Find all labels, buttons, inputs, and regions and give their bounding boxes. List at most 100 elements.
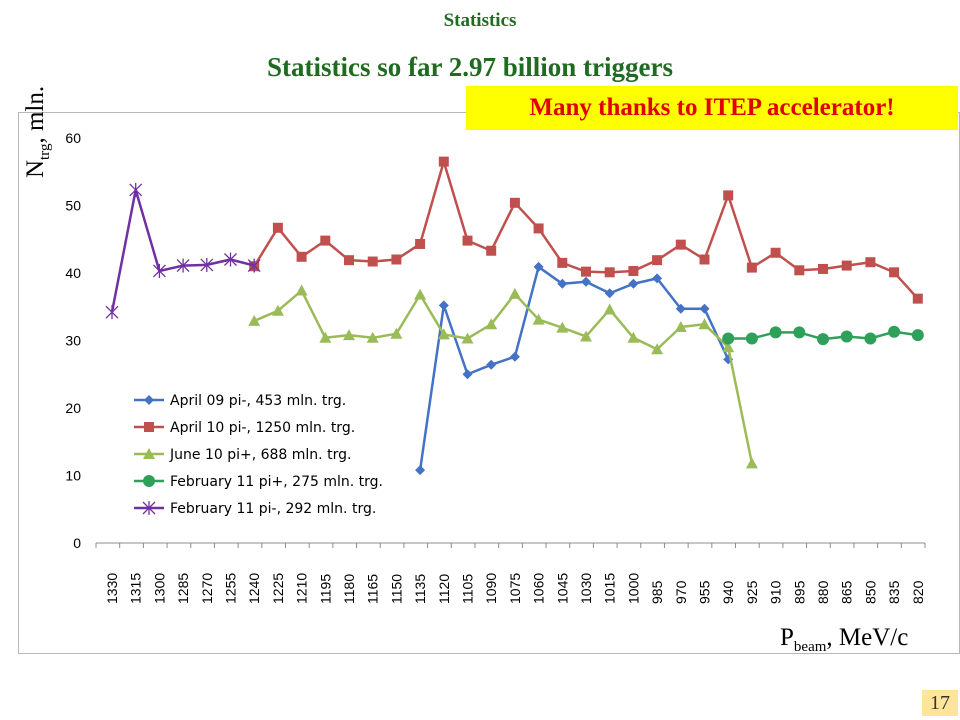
x-tick-label: 1195 — [317, 574, 333, 604]
legend-label-2: April 10 pi-, 1250 mln. trg. — [170, 420, 355, 436]
y-tick-label: 40 — [65, 265, 81, 281]
x-tick-label: 1000 — [625, 573, 641, 604]
series-2-point — [628, 265, 639, 276]
series-2-point — [794, 265, 805, 276]
series-1-point — [581, 276, 591, 287]
series-2-point — [391, 254, 402, 265]
x-tick-label: 1225 — [270, 573, 286, 604]
series-1-point — [438, 300, 449, 311]
series-2-point — [818, 263, 828, 274]
x-tick-label: 1300 — [151, 573, 167, 604]
series-line-1 — [418, 265, 730, 471]
x-axis-title-main: P — [780, 624, 794, 651]
series-2-point — [320, 235, 331, 246]
y-tick-label: 50 — [65, 198, 81, 214]
page-header: Statistics — [443, 10, 517, 31]
series-3-point — [722, 341, 735, 353]
series-line-3 — [253, 289, 754, 464]
x-axis-title: Pbeam, MeV/c — [780, 624, 950, 656]
series-2-point — [581, 266, 591, 277]
series-1-point — [699, 303, 710, 314]
series-4-point — [769, 326, 782, 339]
series-5-point — [105, 305, 119, 320]
legend-label-1: April 09 pi-, 453 mln. trg. — [170, 393, 346, 409]
x-tick-label: 1120 — [436, 574, 452, 604]
series-4-point — [911, 329, 924, 342]
series-2-point — [272, 222, 283, 233]
y-tick-label: 10 — [65, 468, 81, 484]
x-tick-label: 1330 — [104, 573, 120, 604]
series-3-point — [674, 321, 687, 332]
series-2-point — [889, 267, 900, 278]
legend-label-4: February 11 pi+, 275 mln. trg. — [170, 474, 383, 490]
series-3-point — [343, 329, 355, 341]
x-tick-label: 1255 — [223, 573, 239, 604]
series-5-point — [224, 252, 237, 267]
y-axis-title-main: N — [22, 159, 49, 178]
series-2-point — [415, 238, 426, 249]
x-axis-title-sub: beam — [793, 639, 827, 655]
legend-marker-2 — [144, 422, 154, 432]
x-tick-label: 850 — [862, 580, 878, 604]
x-tick-label: 1165 — [365, 574, 381, 604]
series-3-point — [532, 313, 545, 325]
series-3-point — [556, 321, 569, 333]
series-1-point — [415, 465, 426, 476]
series-5-point — [200, 257, 214, 272]
series-2-point — [746, 262, 757, 273]
thanks-banner: Many thanks to ITEP accelerator! — [466, 86, 958, 130]
x-tick-label: 1075 — [507, 573, 523, 604]
series-5-point — [129, 182, 143, 197]
x-tick-label: 1150 — [388, 574, 404, 604]
y-axis-title-sub: trg — [37, 143, 53, 160]
x-tick-label: 880 — [815, 580, 831, 604]
x-tick-label: 835 — [886, 580, 902, 604]
series-4-point — [745, 332, 758, 345]
series-3-point — [698, 318, 711, 330]
legend-marker-3 — [143, 448, 155, 459]
series-2-point — [841, 260, 852, 271]
series-1-point — [486, 359, 497, 370]
series-1-point — [604, 288, 615, 299]
series-3-point — [295, 284, 308, 296]
series-2-point — [912, 293, 923, 304]
legend-label-5: February 11 pi-, 292 mln. trg. — [170, 501, 376, 517]
series-2-point — [865, 257, 876, 268]
series-3-point — [580, 330, 592, 342]
series-3-point — [437, 328, 450, 340]
series-5-point — [176, 258, 190, 273]
series-3-point — [508, 287, 521, 299]
x-tick-label: 925 — [744, 580, 760, 604]
legend-marker-1 — [144, 395, 154, 405]
series-4-point — [722, 332, 735, 345]
series-2-point — [652, 255, 663, 266]
series-2-point — [509, 197, 520, 208]
x-tick-label: 1105 — [460, 574, 476, 604]
series-5-point — [247, 258, 261, 273]
series-2-point — [486, 245, 497, 256]
slide-title: Statistics so far 2.97 billion triggers — [267, 52, 673, 82]
x-tick-label: 1015 — [602, 573, 618, 604]
x-tick-label: 1180 — [341, 574, 357, 604]
series-5-point — [152, 263, 166, 278]
series-1-point — [533, 261, 544, 272]
x-tick-label: 1030 — [578, 573, 594, 604]
series-3-point — [390, 327, 403, 339]
series-2-point — [462, 235, 473, 246]
page-number: 17 — [922, 690, 958, 716]
x-tick-label: 1315 — [128, 573, 144, 604]
series-2-point — [367, 256, 378, 267]
x-tick-label: 1060 — [531, 573, 547, 604]
series-3-point — [627, 331, 640, 343]
series-4-point — [840, 330, 853, 343]
series-2-point — [533, 223, 544, 234]
series-1-point — [509, 351, 520, 362]
x-tick-label: 1045 — [554, 573, 570, 604]
series-2-point — [296, 251, 307, 262]
series-4-point — [793, 326, 806, 339]
series-1-point — [462, 369, 473, 380]
x-tick-label: 1090 — [483, 573, 499, 604]
series-3-point — [745, 457, 758, 469]
series-2-point — [675, 239, 686, 250]
